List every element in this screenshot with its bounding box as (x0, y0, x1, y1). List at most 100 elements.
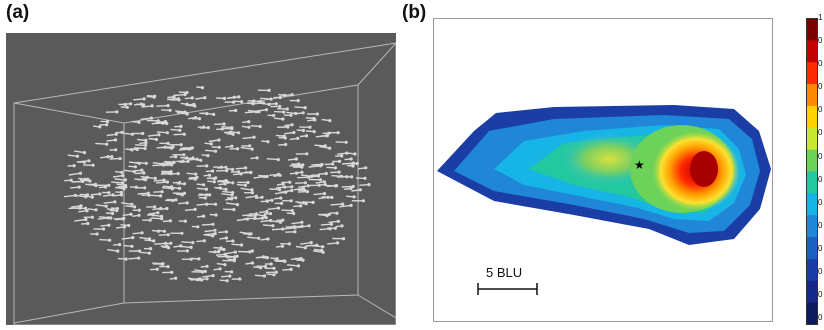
velocity-arrow (202, 224, 213, 225)
velocity-arrow-head (118, 243, 121, 246)
velocity-arrow-head (237, 170, 240, 173)
velocity-arrow-head (356, 162, 359, 165)
velocity-arrow-head (353, 152, 356, 155)
velocity-arrow-head (295, 157, 298, 160)
velocity-arrow-head (304, 181, 307, 184)
velocity-arrow-head (269, 212, 272, 215)
velocity-arrow-head (169, 219, 172, 222)
colorbar-tick-label: 0 (818, 60, 822, 68)
velocity-arrow-head (183, 133, 186, 136)
velocity-arrow-head (230, 126, 233, 129)
velocity-arrow-head (286, 125, 289, 128)
velocity-arrow-head (149, 219, 152, 222)
velocity-arrow-head (198, 117, 201, 120)
velocity-arrow-head (253, 217, 256, 220)
colorbar-segment (807, 281, 818, 303)
velocity-arrow-head (191, 96, 194, 99)
velocity-arrow (226, 203, 238, 205)
velocity-arrow-head (182, 153, 185, 156)
velocity-arrow-head (246, 181, 249, 184)
velocity-arrow-head (205, 188, 208, 191)
velocity-arrow-head (266, 175, 269, 178)
velocity-arrow-head (345, 141, 348, 144)
velocity-arrow-head (111, 193, 114, 196)
velocity-arrow-head (94, 183, 97, 186)
velocity-arrow (174, 134, 185, 135)
colorbar-segment (807, 106, 818, 128)
velocity-arrow-head (207, 126, 210, 129)
velocity-arrow-head (121, 174, 124, 177)
colorbar-tick-label: 0 (818, 153, 822, 161)
velocity-arrow (202, 276, 213, 277)
velocity-arrow-head (248, 144, 251, 147)
velocity-arrow-head (133, 170, 136, 173)
velocity-arrow-head (249, 171, 252, 174)
velocity-arrow-head (312, 201, 315, 204)
velocity-arrow-head (279, 96, 282, 99)
velocity-arrow-head (248, 250, 251, 253)
velocity-arrow (167, 99, 178, 100)
velocity-arrow-head (226, 279, 229, 282)
velocity-arrow-head (214, 150, 217, 153)
velocity-arrow-head (266, 237, 269, 240)
velocity-arrow-head (126, 106, 129, 109)
velocity-arrow-head (251, 148, 254, 151)
velocity-arrow-head (325, 172, 328, 175)
velocity-arrow (74, 220, 86, 222)
velocity-arrow-head (320, 249, 323, 252)
velocity-arrow-head (87, 159, 90, 162)
velocity-arrow-head (317, 174, 320, 177)
velocity-arrow (181, 242, 192, 243)
colorbar-segment (807, 172, 818, 194)
velocity-arrow-head (302, 129, 305, 132)
velocity-arrow-head (123, 225, 126, 228)
velocity-arrow-head (234, 109, 237, 112)
velocity-arrow-head (350, 157, 353, 160)
panel-a-label: (a) (6, 2, 29, 24)
velocity-arrow-head (141, 231, 144, 234)
velocity-arrow-head (143, 186, 146, 189)
velocity-arrow-head (269, 219, 272, 222)
velocity-arrow-head (196, 225, 199, 228)
velocity-arrow-head (144, 147, 147, 150)
colorbar-segment (807, 215, 818, 237)
velocity-arrow-head (269, 98, 272, 101)
velocity-arrow-head (116, 250, 119, 253)
velocity-arrow-head (213, 229, 216, 232)
velocity-arrow-head (253, 136, 256, 139)
velocity-arrow (202, 113, 214, 114)
velocity-arrow-head (228, 275, 231, 278)
velocity-arrow-head (110, 155, 113, 158)
velocity-arrow-head (286, 107, 289, 110)
velocity-arrow-head (307, 184, 310, 187)
velocity-arrow-head (106, 120, 109, 123)
velocity-arrow-head (217, 138, 220, 141)
velocity-arrow-head (86, 193, 89, 196)
velocity-arrow-head (214, 232, 217, 235)
velocity-arrow-head (321, 245, 324, 248)
velocity-arrow-head (264, 265, 267, 268)
velocity-arrow-head (223, 263, 226, 266)
arrow-field (64, 86, 371, 282)
velocity-arrow-head (328, 119, 331, 122)
velocity-arrow-head (138, 209, 141, 212)
velocity-arrow-head (263, 214, 266, 217)
velocity-arrow-head (186, 201, 189, 204)
velocity-arrow (104, 202, 115, 203)
velocity-arrow-head (183, 182, 186, 185)
velocity-arrow-head (180, 143, 183, 146)
velocity-arrow-head (292, 131, 295, 134)
velocity-arrow-head (164, 120, 167, 123)
velocity-arrow-head (313, 130, 316, 133)
velocity-arrow-head (363, 177, 366, 180)
velocity-arrow-head (265, 210, 268, 213)
velocity-arrow-head (107, 191, 110, 194)
velocity-arrow-head (325, 134, 328, 137)
velocity-arrow-head (261, 196, 264, 199)
velocity-arrow-head (183, 93, 186, 96)
velocity-arrow-head (325, 214, 328, 217)
box-front-face (14, 43, 396, 325)
velocity-arrow-head (156, 211, 159, 214)
velocity-arrow-head (174, 277, 177, 280)
velocity-arrow-head (305, 134, 308, 137)
